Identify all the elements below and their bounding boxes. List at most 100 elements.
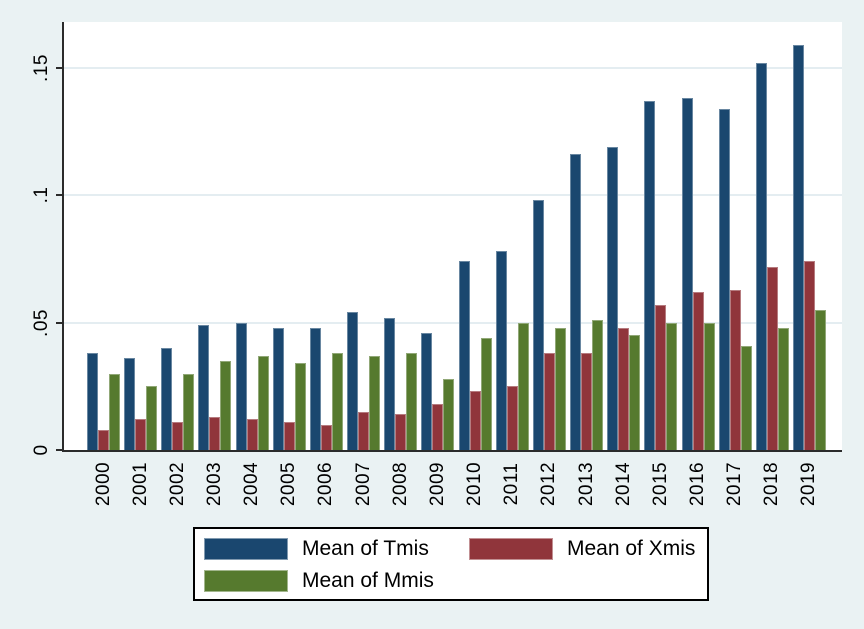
bar — [209, 417, 221, 450]
bar — [347, 312, 359, 450]
bar-group-2007 — [347, 22, 381, 450]
bar — [554, 328, 566, 450]
bar — [814, 310, 826, 450]
bar — [320, 425, 332, 450]
bar — [183, 374, 195, 450]
x-tick-label: 2012 — [538, 461, 560, 507]
bar-group-2011 — [495, 22, 529, 450]
bar-group-2010 — [458, 22, 492, 450]
x-tick-label: 2011 — [501, 462, 523, 506]
tmis-swatch — [204, 537, 288, 560]
x-tick-label: 2007 — [352, 461, 374, 507]
x-tick-label: 2017 — [724, 461, 746, 507]
y-tick — [56, 66, 62, 69]
plot-area — [64, 22, 842, 450]
bar — [421, 333, 433, 450]
x-tick-label: 2001 — [129, 461, 151, 507]
legend-label-xmis: Mean of Xmis — [567, 537, 696, 560]
bar-group-2002 — [161, 22, 195, 450]
x-tick-label: 2015 — [649, 461, 671, 507]
x-tick-label: 2013 — [575, 461, 597, 507]
bar — [655, 305, 667, 450]
bar — [618, 328, 630, 450]
bar-group-2016 — [681, 22, 715, 450]
bar — [803, 261, 815, 450]
x-tick-label: 2005 — [278, 461, 300, 507]
bar — [235, 323, 247, 450]
bar — [629, 335, 641, 450]
x-axis-line — [62, 450, 842, 452]
bar — [161, 348, 173, 450]
bar-group-2015 — [644, 22, 678, 450]
y-tick — [56, 194, 62, 197]
bar — [443, 379, 455, 450]
bar-group-2001 — [124, 22, 158, 450]
bar — [792, 45, 804, 450]
bar — [369, 356, 381, 450]
bar — [581, 353, 593, 450]
legend-entry-tmis: Mean of Tmis — [204, 537, 469, 560]
y-tick-label: .1 — [31, 186, 52, 204]
bar-group-2009 — [421, 22, 455, 450]
x-tick-label: 2000 — [92, 461, 114, 507]
x-tick-label: 2016 — [687, 461, 708, 507]
bar — [331, 353, 343, 450]
bar-group-2006 — [309, 22, 343, 450]
legend-label-mmis: Mean of Mmis — [302, 569, 434, 592]
bar — [98, 430, 109, 450]
x-tick-label: 2008 — [389, 461, 411, 507]
y-tick — [56, 321, 62, 324]
bar-group-2004 — [235, 22, 269, 450]
bar — [395, 414, 407, 450]
gridline — [64, 194, 842, 197]
y-tick-label: .15 — [31, 53, 52, 82]
bar — [198, 325, 210, 450]
bar — [692, 292, 704, 450]
bar-group-2000 — [87, 22, 120, 450]
bar — [644, 101, 656, 450]
bar — [246, 419, 258, 450]
bar — [506, 386, 518, 450]
bar — [172, 422, 184, 450]
bar — [283, 422, 295, 450]
x-tick-label: 2004 — [241, 461, 263, 507]
bar — [135, 419, 147, 450]
bar — [220, 361, 232, 450]
bar — [766, 267, 778, 450]
legend-label-tmis: Mean of Tmis — [302, 537, 429, 560]
bar — [87, 353, 98, 450]
x-tick-label: 2010 — [464, 461, 486, 507]
y-tick — [56, 449, 62, 451]
xmis-swatch — [469, 537, 553, 560]
legend-entry-mmis: Mean of Mmis — [204, 569, 469, 592]
x-tick-label: 2009 — [426, 461, 448, 507]
bar — [681, 98, 693, 450]
bar — [406, 353, 418, 450]
bar — [777, 328, 789, 450]
bar — [480, 338, 492, 450]
bar — [469, 391, 481, 450]
bar — [718, 109, 730, 450]
bar — [272, 328, 284, 450]
y-tick-label: .05 — [31, 308, 52, 337]
bar-group-2013 — [570, 22, 604, 450]
bar — [703, 323, 715, 450]
bar — [495, 251, 507, 450]
bar — [124, 358, 136, 450]
bar — [109, 374, 120, 450]
bar — [257, 356, 269, 450]
y-tick-label: 0 — [31, 444, 52, 456]
bar-group-2019 — [792, 22, 826, 450]
bars-row — [64, 22, 842, 450]
y-axis-line — [62, 22, 64, 452]
gridline — [64, 66, 842, 69]
x-tick-label: 2018 — [761, 461, 783, 507]
x-tick-label: 2019 — [798, 461, 820, 507]
bar-group-2018 — [755, 22, 789, 450]
legend-entry-xmis: Mean of Xmis — [469, 537, 707, 560]
x-tick-label: 2003 — [203, 461, 225, 507]
bar-group-2014 — [607, 22, 641, 450]
bar — [543, 353, 555, 450]
bar — [729, 290, 741, 450]
bar — [755, 63, 767, 450]
